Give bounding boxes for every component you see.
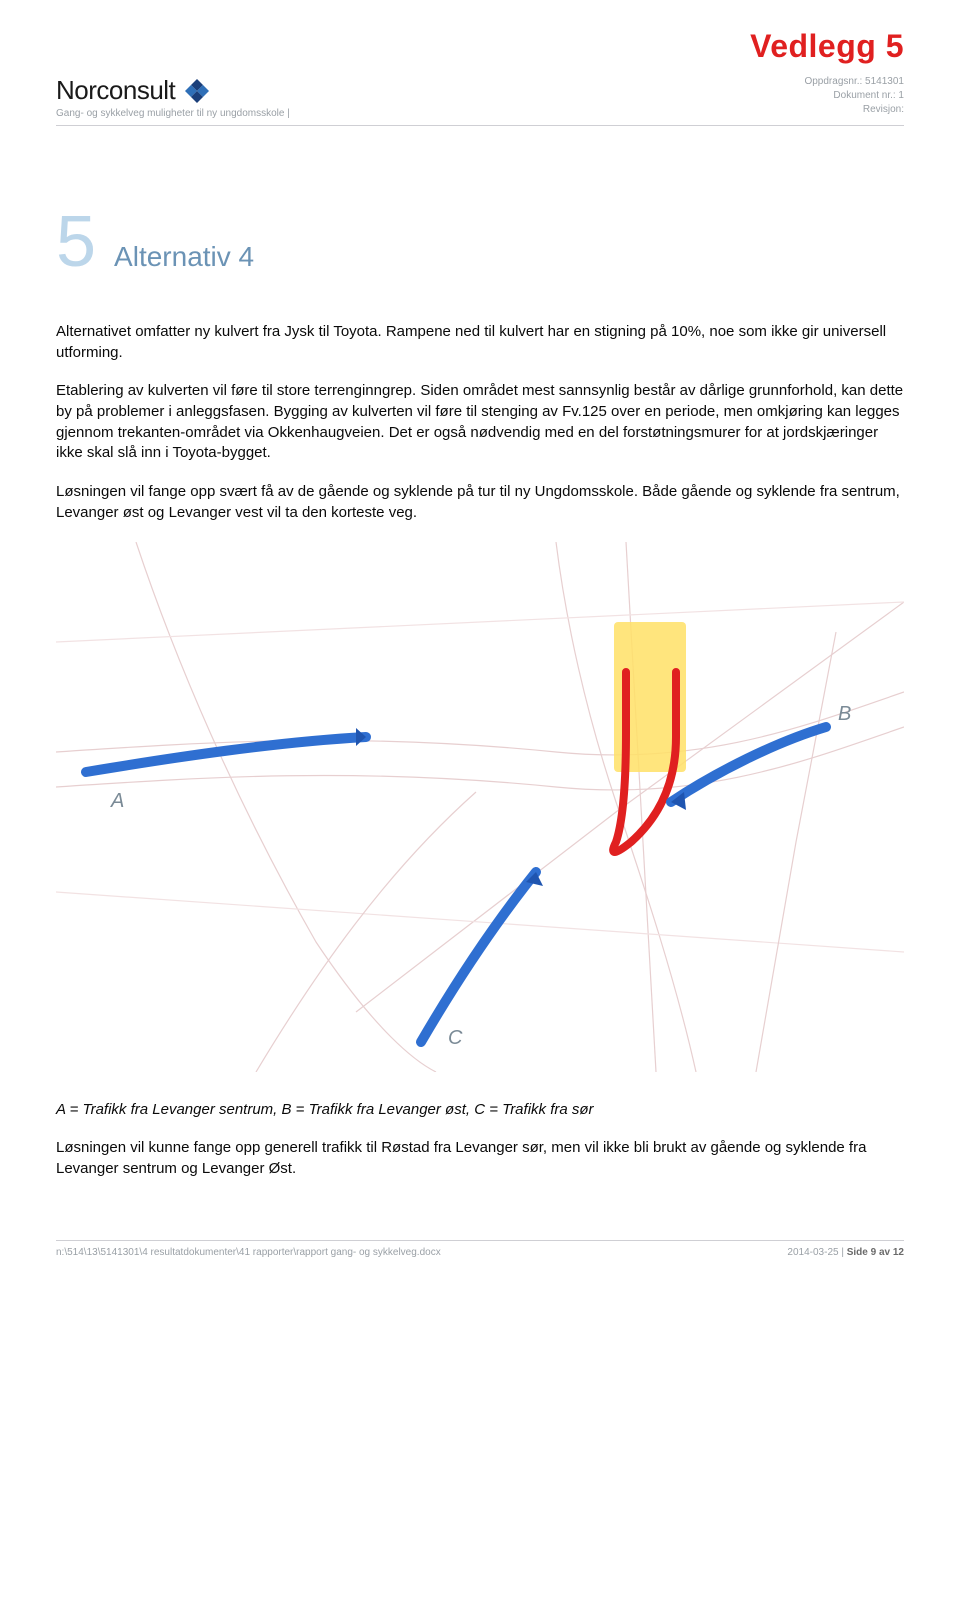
paragraph-1: Alternativet omfatter ny kulvert fra Jys… (56, 322, 904, 363)
section-number: 5 (56, 206, 96, 278)
section-heading: 5 Alternativ 4 (56, 206, 904, 278)
paragraph-4: Løsningen vil kunne fange opp generell t… (56, 1138, 904, 1179)
map-legend: A = Trafikk fra Levanger sentrum, B = Tr… (56, 1100, 904, 1121)
document-page: Vedlegg 5 Norconsult Gang- og sykkelveg … (0, 0, 960, 1282)
brand-block: Norconsult Gang- og sykkelveg muligheter… (56, 75, 290, 119)
footer-date: 2014-03-25 | (787, 1247, 846, 1258)
meta-dokumentnr: Dokument nr.: 1 (804, 89, 904, 103)
paragraph-2: Etablering av kulverten vil føre til sto… (56, 381, 904, 464)
attachment-label: Vedlegg 5 (56, 28, 904, 65)
footer-page-number: Side 9 av 12 (847, 1247, 904, 1258)
svg-text:B: B (838, 703, 851, 725)
document-meta: Oppdragsnr.: 5141301 Dokument nr.: 1 Rev… (804, 75, 904, 117)
paragraph-3: Løsningen vil fange opp svært få av de g… (56, 482, 904, 523)
brand-name: Norconsult (56, 75, 175, 106)
page-footer: n:\514\13\5141301\4 resultatdokumenter\4… (56, 1240, 904, 1258)
page-header: Norconsult Gang- og sykkelveg muligheter… (56, 75, 904, 126)
meta-revisjon: Revisjon: (804, 103, 904, 117)
brand-top-row: Norconsult (56, 75, 211, 106)
svg-text:C: C (448, 1027, 463, 1049)
footer-page-info: 2014-03-25 | Side 9 av 12 (787, 1247, 904, 1258)
brand-logo-icon (183, 77, 211, 105)
meta-oppdragsnr: Oppdragsnr.: 5141301 (804, 75, 904, 89)
footer-path: n:\514\13\5141301\4 resultatdokumenter\4… (56, 1247, 441, 1258)
svg-text:A: A (110, 790, 124, 812)
brand-subtitle: Gang- og sykkelveg muligheter til ny ung… (56, 108, 290, 119)
section-title: Alternativ 4 (114, 241, 254, 273)
sketch-map: A B C (56, 542, 904, 1072)
